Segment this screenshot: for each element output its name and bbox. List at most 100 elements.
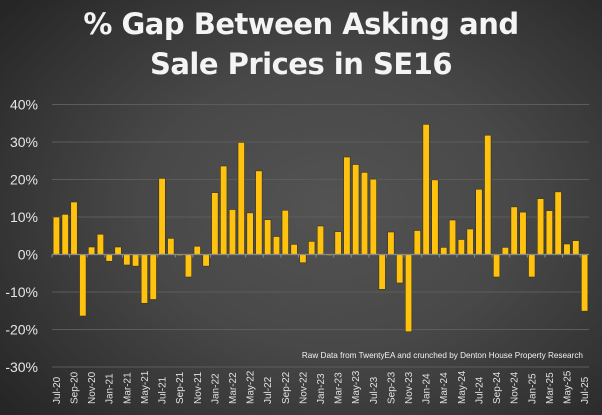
bar [422,124,430,255]
x-tick-label: May-24 [457,370,468,404]
x-tick-label: Mar-23 [334,372,345,404]
bar [272,236,281,255]
x-tick-label: May-23 [351,370,362,404]
y-tick-label: -10% [5,284,38,300]
x-tick-label: Jan-23 [316,373,327,404]
bar [52,216,60,255]
x-tick-label: Jul-24 [474,376,485,404]
x-tick-label: Nov-22 [298,371,309,404]
bar [360,172,369,255]
x-tick-label: Jul-23 [369,376,380,404]
x-tick-label: Mar-25 [545,372,556,404]
bar [475,188,483,255]
bar [501,247,509,255]
x-tick-label: Sep-22 [281,371,292,404]
bar [378,254,386,290]
x-tick-label: Jul-21 [158,376,169,404]
bar [132,254,140,267]
bar [440,247,448,255]
bar [123,254,131,266]
bar [572,240,580,255]
bar [396,254,404,284]
x-tick-label: May-25 [562,370,573,404]
bar [537,198,545,255]
bar [369,178,377,255]
y-tick-label: 30% [10,134,38,150]
bar [387,231,395,255]
x-tick-label: Sep-20 [70,371,81,404]
x-axis: Jul-20 Sep-20 Nov-20 Jan-21 Mar-21 May-21 Jul-… [51,253,591,404]
bar [413,230,421,255]
y-axis: 40% 30% 20% 10% 0% -10% -20% -30% [5,97,38,376]
bar [70,201,78,255]
x-tick-label: Mar-21 [122,372,133,404]
x-tick-label: Sep-24 [492,371,503,404]
bar [343,156,351,255]
y-tick-label: -20% [5,322,38,338]
x-tick-label: Jan-24 [422,373,433,404]
y-tick-label: -30% [5,359,38,375]
bar [431,179,439,255]
bar [466,228,474,255]
bar [554,191,562,255]
x-tick-label: Sep-23 [386,371,397,404]
bar [228,209,237,255]
bar [334,231,342,255]
x-tick-label: Jan-21 [105,373,116,404]
bar [79,254,87,317]
bar [202,254,210,267]
x-tick-label: May-22 [246,370,257,404]
x-tick-label: Mar-22 [228,372,239,404]
x-tick-label: Nov-23 [404,371,415,404]
bar [220,165,228,255]
bar [255,170,263,255]
bar [316,225,325,255]
bar [211,192,219,255]
bar [528,254,536,278]
bar [246,212,254,255]
x-tick-label: Jul-25 [580,376,591,404]
bar [158,178,166,255]
chart-title-line-1: % Gap Between Asking and [83,7,519,41]
bar [149,254,157,300]
x-tick-label: May-21 [140,370,151,404]
bar [563,243,571,255]
bar [105,254,113,262]
bar [193,245,201,255]
bar [61,214,69,255]
bar [519,211,527,255]
bar [404,254,413,333]
bar [493,254,501,278]
source-note: Raw Data from TwentyEA and crunched by D… [302,351,584,360]
bar [581,254,589,312]
bar [281,209,289,255]
bar [237,142,245,255]
bar [184,254,193,278]
bars [52,124,589,333]
y-tick-label: 10% [10,209,38,225]
bar [167,238,175,255]
chart-title-line-2: Sale Prices in SE16 [149,47,453,81]
x-tick-label: Jan-25 [527,373,538,404]
bar [88,246,96,255]
bar [290,244,298,255]
bar [545,210,553,255]
bar [114,246,122,255]
bar [510,206,518,255]
bar [299,254,307,264]
bar [484,134,492,255]
bar [352,164,360,255]
bar [308,241,316,255]
bar [140,254,148,304]
y-tick-label: 40% [10,97,38,113]
x-tick-label: Nov-24 [510,371,521,404]
x-tick-label: Jul-22 [263,376,274,404]
bar [264,219,272,255]
y-tick-label: 20% [10,172,38,188]
x-tick-label: Nov-21 [193,371,204,404]
x-tick-label: Jan-22 [210,373,221,404]
bar [96,233,104,255]
x-tick-label: Jul-20 [52,376,63,404]
x-tick-label: Nov-20 [87,371,98,404]
